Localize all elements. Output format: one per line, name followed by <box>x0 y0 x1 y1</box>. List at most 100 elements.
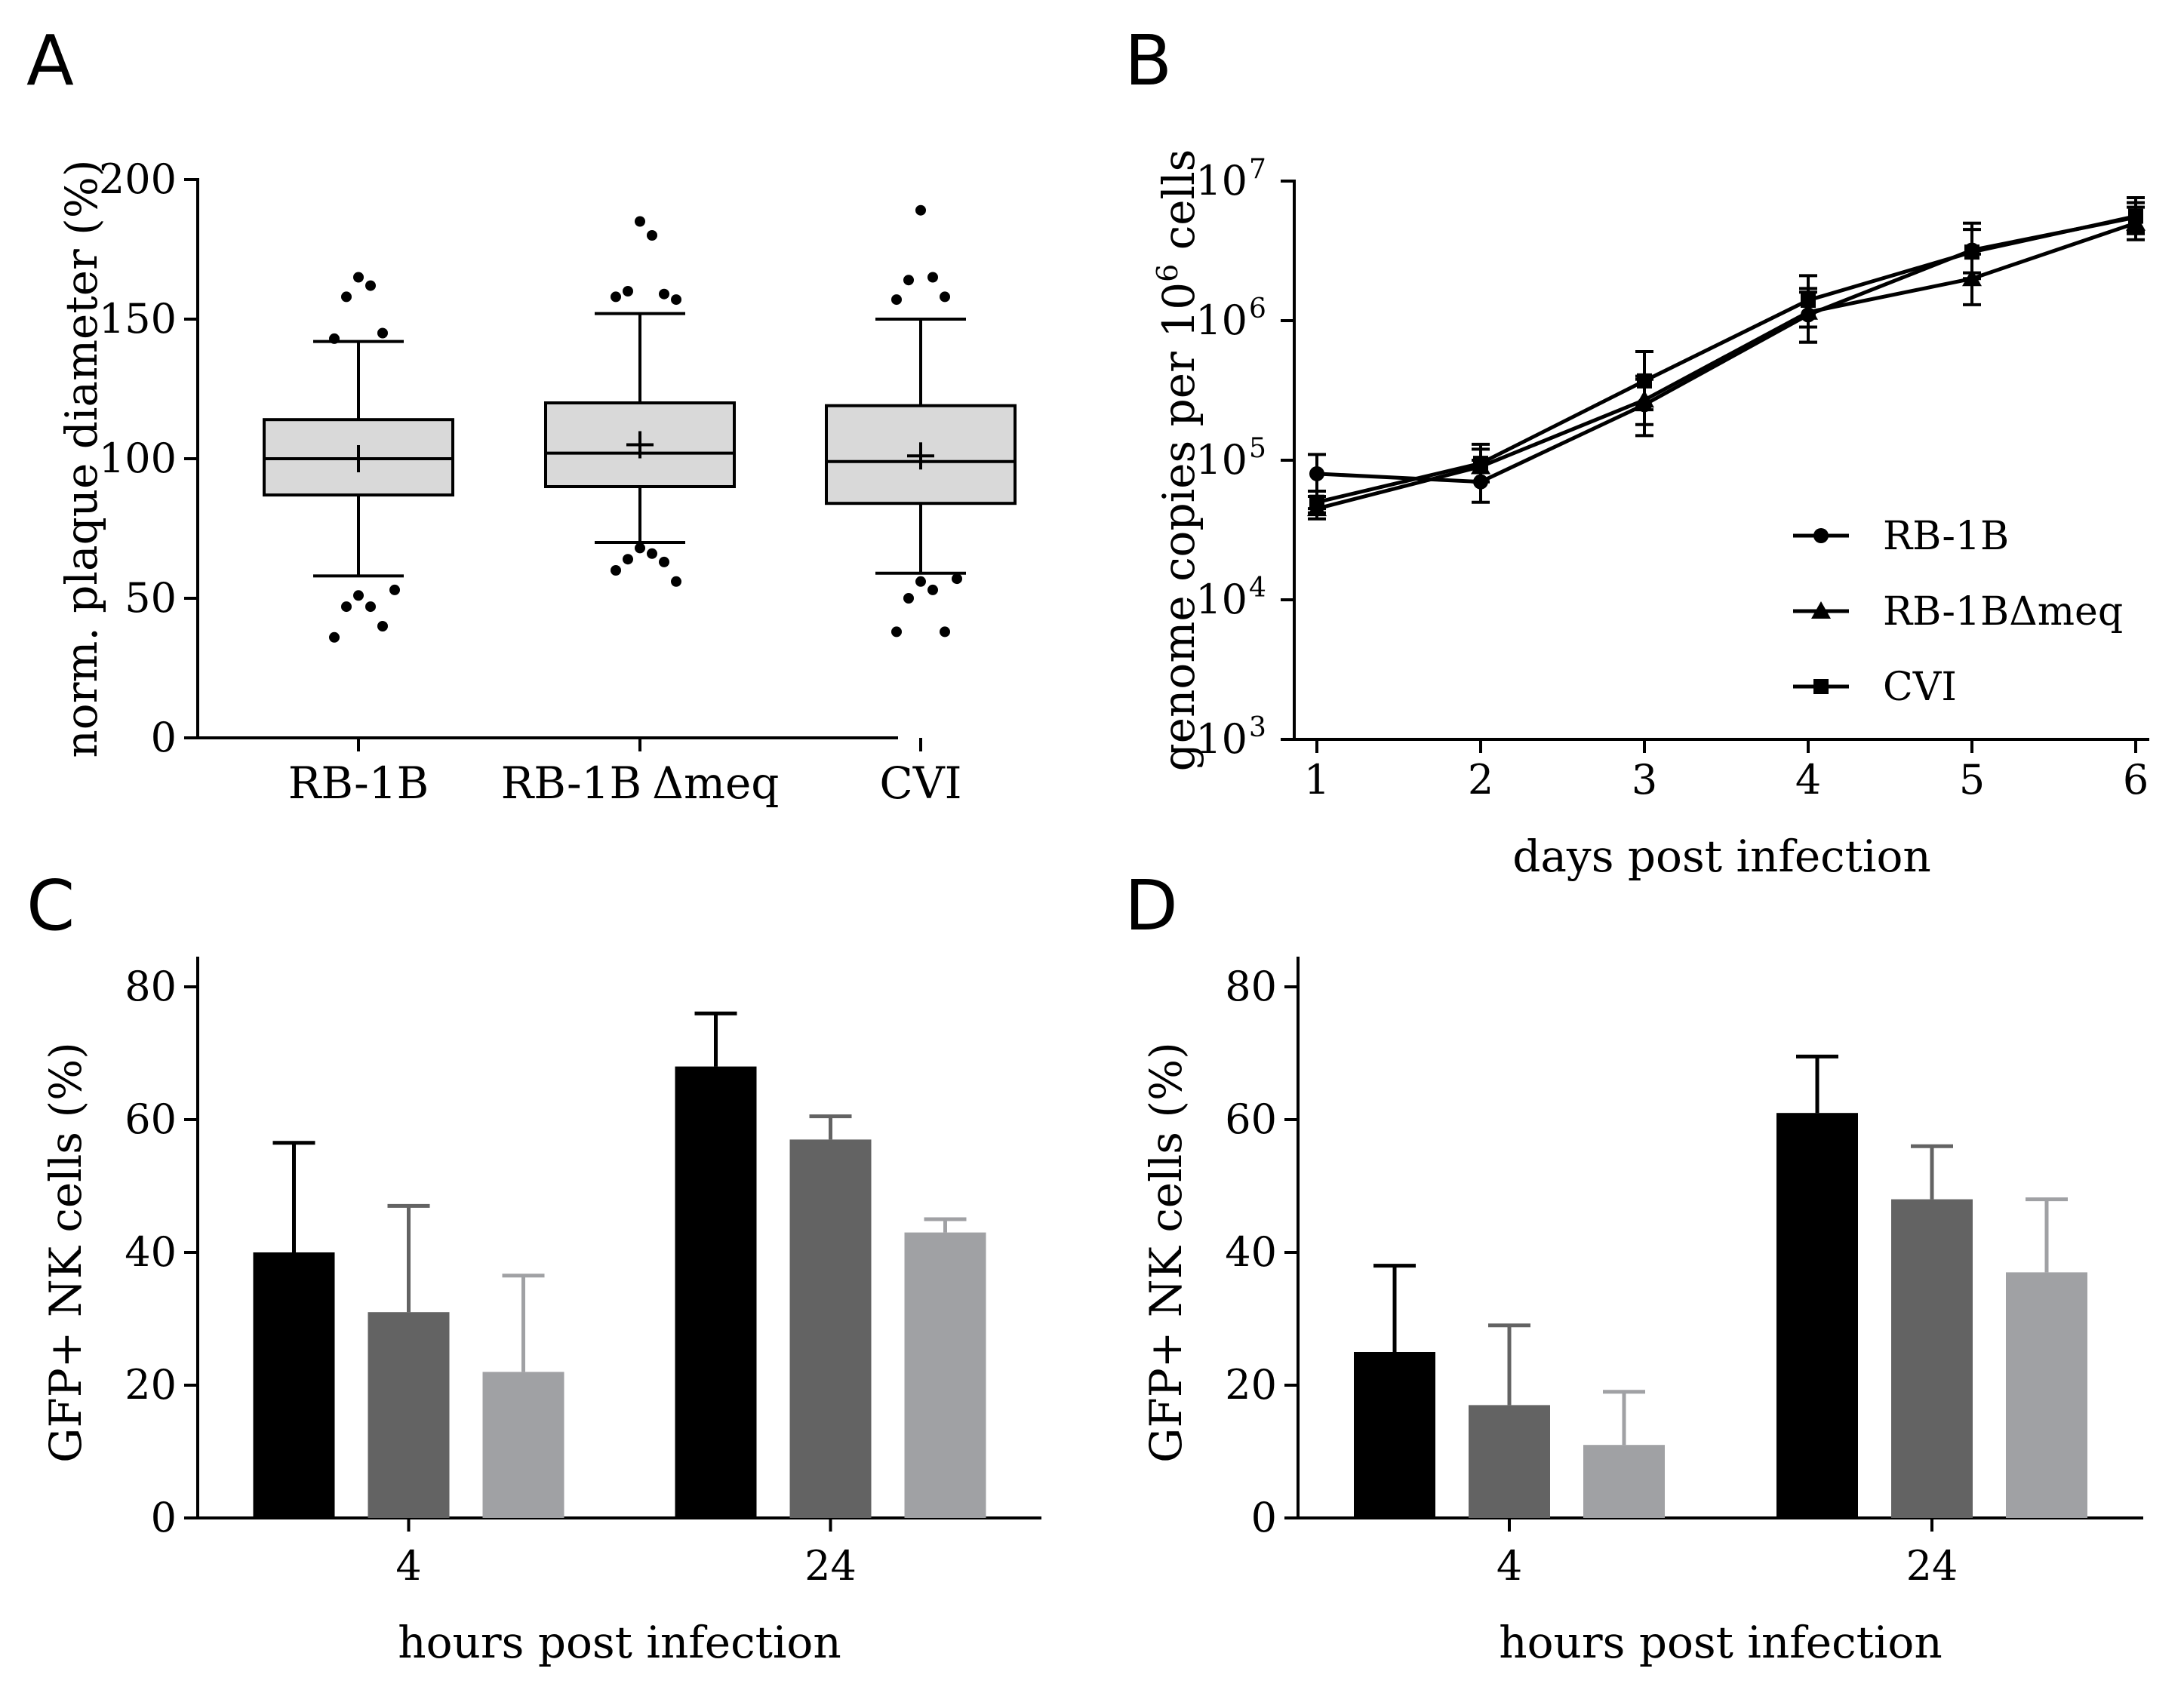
x-tick-label: 1 <box>1304 756 1330 803</box>
x-category-label-main: RB-1B <box>501 757 642 809</box>
y-tick-label: 60 <box>125 1095 177 1143</box>
outlier-point <box>903 275 914 286</box>
outlier-point <box>915 576 926 587</box>
outlier-point <box>635 216 645 227</box>
x-category-label: RB-1B <box>288 757 429 809</box>
y-tick-label: 60 <box>1225 1095 1277 1143</box>
y-tick-label: 100 <box>99 435 177 482</box>
outlier-point <box>891 294 902 306</box>
y-tick-label: 10 <box>1195 576 1247 623</box>
bar <box>789 1139 872 1518</box>
y-tick-label: 40 <box>1225 1228 1277 1276</box>
x-tick-label: 4 <box>1795 756 1821 803</box>
x-axis-label: hours post infection <box>398 1617 841 1668</box>
x-category-label-suffix: Δmeq <box>652 757 779 809</box>
bar <box>1891 1199 1973 1518</box>
data-point <box>1813 528 1829 543</box>
outlier-point <box>611 565 621 576</box>
outlier-point <box>611 291 621 303</box>
panel-c-bar-chart: 0 20 40 60 80 GFP+ NK cells (%) 4 24 hours post … <box>40 957 1041 1668</box>
y-tick-label: 10 <box>1195 715 1247 763</box>
bar <box>2006 1272 2087 1518</box>
outlier-point <box>635 542 645 554</box>
outlier-point <box>915 204 926 216</box>
outlier-point <box>940 626 950 638</box>
x-category-label: RB-1B Δmeq <box>501 757 780 809</box>
y-tick-label: 150 <box>99 295 177 343</box>
y-axis-label: genome copies per 106 cells <box>1151 149 1204 772</box>
bar <box>1354 1352 1435 1518</box>
y-tick-exponent: 3 <box>1249 712 1266 743</box>
data-point <box>1811 601 1831 619</box>
bar <box>368 1312 450 1518</box>
outlier-point <box>671 294 681 306</box>
legend-label: CVI <box>1883 665 1957 710</box>
outlier-point <box>341 291 352 303</box>
y-axis-label: GFP+ NK cells (%) <box>40 1042 91 1463</box>
data-point <box>1964 244 1979 260</box>
y-tick-exponent: 4 <box>1249 573 1266 604</box>
outlier-point <box>341 601 352 613</box>
x-tick-label: 2 <box>1468 756 1493 803</box>
bar <box>904 1232 986 1518</box>
y-axis-label-tail: cells <box>1153 149 1204 264</box>
y-axis-label: norm. plaque diameter (%) <box>56 159 107 757</box>
outlier-point <box>671 576 681 587</box>
outlier-point <box>377 621 388 631</box>
y-tick-exponent: 5 <box>1249 433 1266 464</box>
outlier-point <box>389 584 400 595</box>
outlier-point <box>927 584 938 595</box>
data-point <box>1309 465 1324 481</box>
y-tick-label: 0 <box>151 714 177 761</box>
bar <box>1583 1445 1665 1518</box>
y-tick-label: 40 <box>125 1228 177 1276</box>
panel-d-bar-chart: 0 20 40 60 80 GFP+ NK cells (%) 4 24 hours post … <box>1140 957 2143 1668</box>
outlier-point <box>647 230 657 241</box>
data-point <box>1309 494 1324 510</box>
y-tick-label: 200 <box>99 155 177 203</box>
outlier-point <box>647 548 657 559</box>
y-tick-exponent: 7 <box>1249 154 1266 185</box>
x-tick-label: 24 <box>804 1542 857 1590</box>
outlier-point <box>329 333 340 344</box>
y-tick-label: 0 <box>151 1494 177 1541</box>
y-tick-label: 80 <box>1225 963 1277 1010</box>
outlier-point <box>952 573 962 585</box>
outlier-point <box>891 626 902 638</box>
y-tick-label: 80 <box>125 963 177 1010</box>
panel-letter-c: C <box>26 865 75 946</box>
data-point <box>1813 679 1829 694</box>
legend-label: RB-1B <box>1883 514 2009 559</box>
series-line <box>1316 214 2136 505</box>
panel-letter-b: B <box>1124 20 1172 101</box>
bar <box>1469 1405 1550 1518</box>
y-tick-label: 10 <box>1195 157 1247 204</box>
outlier-point <box>353 590 364 601</box>
outlier-point <box>377 327 388 339</box>
x-category-label-main: RB-1B <box>288 757 429 809</box>
bar <box>675 1066 757 1518</box>
x-tick-label: 24 <box>1906 1542 1958 1590</box>
outlier-point <box>659 288 669 300</box>
y-tick-label: 50 <box>125 574 177 622</box>
y-tick-label: 10 <box>1195 297 1247 344</box>
outlier-point <box>659 556 669 567</box>
y-tick-exponent: 6 <box>1249 293 1266 324</box>
y-tick-label: 0 <box>1251 1494 1277 1541</box>
data-point <box>1637 373 1652 389</box>
outlier-point <box>365 601 376 613</box>
outlier-point <box>927 272 938 283</box>
y-axis-label-exponent: 6 <box>1151 264 1184 282</box>
x-axis-label: hours post infection <box>1499 1617 1942 1668</box>
outlier-point <box>940 291 950 303</box>
series-line <box>1316 221 2136 511</box>
outlier-point <box>623 286 633 297</box>
x-tick-label: 4 <box>1497 1542 1522 1590</box>
y-tick-label: 10 <box>1195 436 1247 484</box>
y-tick-label: 20 <box>125 1361 177 1409</box>
outlier-point <box>329 631 340 643</box>
data-point <box>2128 208 2143 224</box>
